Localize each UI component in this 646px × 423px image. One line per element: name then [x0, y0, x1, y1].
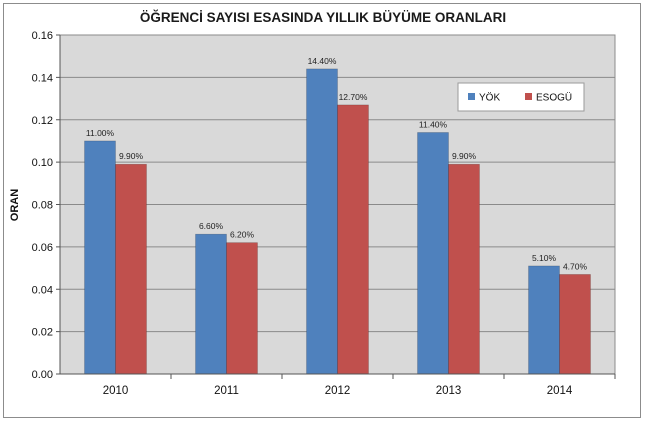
y-tick-label: 0.02	[32, 327, 53, 339]
x-tick-label: 2011	[214, 385, 239, 397]
data-label: 9.90%	[119, 151, 144, 161]
data-label: 4.70%	[563, 261, 588, 271]
data-label: 6.60%	[199, 221, 224, 231]
x-axis-ticks: 2010 2011 2012 2013 2014	[60, 373, 616, 397]
x-tick-label: 2010	[103, 385, 129, 397]
data-label: 9.90%	[452, 151, 477, 161]
bar-yök-2014	[528, 265, 560, 375]
legend-entry: ESOGÜ	[536, 92, 572, 104]
bar-esogü-2012	[337, 104, 369, 375]
y-tick-label: 0.04	[32, 284, 53, 296]
x-tick-label: 2013	[436, 385, 462, 397]
bar-esogü-2011	[226, 242, 258, 375]
x-tick-label: 2014	[547, 385, 573, 397]
y-tick-label: 0.06	[32, 242, 53, 254]
x-tick-label: 2012	[325, 385, 351, 397]
data-label: 6.20%	[230, 230, 255, 240]
bar-esogü-2010	[115, 163, 147, 375]
y-tick-label: 0.10	[32, 157, 53, 169]
legend-swatch	[525, 93, 532, 100]
y-tick-label: 0.08	[32, 200, 53, 212]
data-labels: 11.00% 9.90% 6.60% 6.20% 14.40% 12.70% 11.40% 9…	[86, 56, 588, 272]
y-tick-label: 0.14	[32, 72, 53, 84]
y-axis-label: ORAN	[9, 189, 21, 221]
bar-esogü-2014	[559, 274, 591, 375]
data-label: 14.40%	[308, 56, 337, 66]
bars	[84, 68, 591, 375]
y-tick-label: 0.16	[32, 30, 53, 42]
bar-yök-2013	[417, 132, 449, 375]
bar-yök-2010	[84, 140, 116, 375]
legend: YÖK ESOGÜ	[457, 82, 585, 112]
legend-entry: YÖK	[479, 92, 500, 104]
chart-title: ÖĞRENCİ SAYISI ESASINDA YILLIK BÜYÜME OR…	[139, 10, 507, 25]
bar-yök-2012	[306, 68, 338, 375]
bar-esogü-2013	[448, 163, 480, 375]
data-label: 5.10%	[532, 253, 557, 263]
legend-box	[457, 82, 585, 112]
legend-swatch	[468, 93, 475, 100]
bar-yök-2011	[195, 233, 227, 375]
y-axis-ticks: 0.00 0.02 0.04 0.06 0.08 0.10 0.12 0.14 0.16	[32, 30, 61, 381]
data-label: 11.40%	[419, 119, 448, 129]
y-tick-label: 0.12	[32, 115, 53, 127]
y-tick-label: 0.00	[32, 369, 53, 381]
data-label: 11.00%	[86, 128, 115, 138]
data-label: 12.70%	[339, 92, 368, 102]
